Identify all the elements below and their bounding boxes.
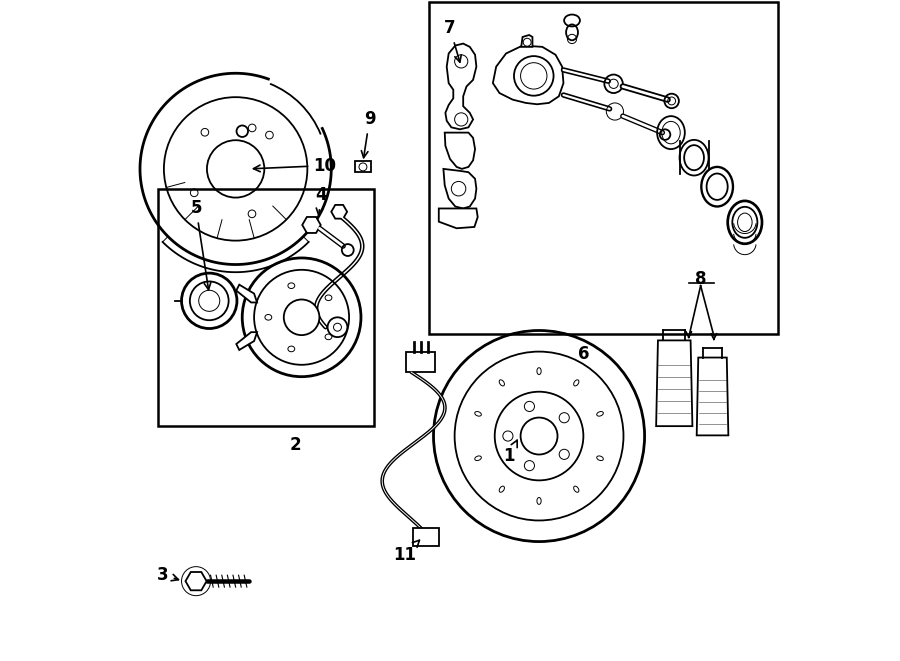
Polygon shape bbox=[697, 358, 728, 436]
Polygon shape bbox=[444, 169, 476, 208]
Polygon shape bbox=[302, 217, 320, 233]
Polygon shape bbox=[439, 208, 478, 228]
Ellipse shape bbox=[684, 145, 704, 171]
Circle shape bbox=[284, 299, 320, 335]
Text: 5: 5 bbox=[190, 200, 211, 290]
Bar bbox=[407, 352, 436, 372]
Text: 2: 2 bbox=[289, 436, 301, 453]
Text: 10: 10 bbox=[254, 157, 337, 175]
Polygon shape bbox=[237, 332, 257, 350]
Polygon shape bbox=[521, 35, 533, 47]
Text: 9: 9 bbox=[362, 110, 375, 158]
Text: 1: 1 bbox=[504, 440, 518, 465]
Text: 6: 6 bbox=[578, 344, 590, 363]
Text: 8: 8 bbox=[695, 270, 707, 288]
Text: 4: 4 bbox=[316, 186, 328, 215]
Ellipse shape bbox=[733, 207, 758, 238]
Ellipse shape bbox=[680, 140, 708, 175]
Polygon shape bbox=[445, 133, 475, 169]
Bar bbox=[158, 188, 374, 426]
Polygon shape bbox=[237, 285, 257, 303]
Bar bbox=[429, 2, 778, 334]
Polygon shape bbox=[355, 161, 371, 173]
Text: 11: 11 bbox=[393, 540, 419, 564]
Polygon shape bbox=[331, 205, 347, 219]
Ellipse shape bbox=[728, 201, 762, 244]
Circle shape bbox=[520, 418, 557, 455]
Polygon shape bbox=[185, 572, 207, 590]
Polygon shape bbox=[493, 46, 563, 104]
Text: 3: 3 bbox=[158, 566, 178, 584]
Circle shape bbox=[334, 323, 341, 331]
Text: 7: 7 bbox=[445, 19, 461, 62]
Polygon shape bbox=[656, 340, 692, 426]
Ellipse shape bbox=[706, 174, 728, 200]
Bar bbox=[413, 528, 439, 545]
Ellipse shape bbox=[738, 213, 752, 231]
Ellipse shape bbox=[701, 167, 733, 206]
Polygon shape bbox=[446, 44, 476, 130]
